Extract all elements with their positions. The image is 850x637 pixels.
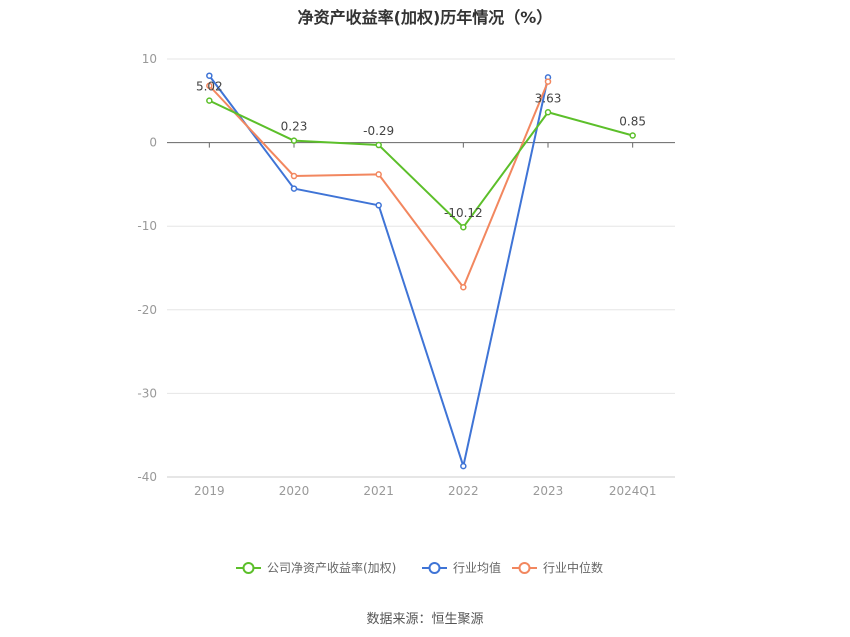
data-point[interactable]: [460, 283, 467, 291]
data-label: -0.29: [363, 124, 394, 138]
x-tick-label: 2023: [533, 484, 564, 498]
x-tick-label: 2020: [279, 484, 310, 498]
legend-marker-icon: [242, 562, 255, 574]
legend-marker-icon: [518, 562, 531, 574]
legend-label: 公司净资产收益率(加权): [267, 560, 396, 575]
series-line-2: [208, 81, 549, 289]
y-tick-label: -30: [137, 386, 157, 400]
data-point[interactable]: [629, 132, 636, 139]
data-label: -10.12: [444, 206, 483, 220]
data-point[interactable]: [544, 109, 552, 116]
legend-label: 行业均值: [453, 560, 501, 575]
x-tick-label: 2022: [448, 484, 479, 498]
y-tick-label: 10: [142, 52, 157, 66]
data-point[interactable]: [375, 141, 382, 149]
legend-label: 行业中位数: [543, 560, 603, 575]
y-tick-label: -10: [137, 219, 157, 233]
y-tick-label: -40: [137, 470, 157, 484]
data-label: 5.02: [196, 80, 223, 94]
legend-marker-icon: [428, 562, 441, 574]
data-label: 0.85: [619, 114, 646, 128]
y-tick-label: -20: [137, 303, 157, 317]
data-point[interactable]: [206, 97, 213, 104]
data-point[interactable]: [290, 185, 298, 192]
data-point[interactable]: [290, 137, 298, 144]
data-point[interactable]: [544, 78, 552, 85]
series-line-0: [208, 99, 633, 229]
data-label: 3.63: [535, 91, 562, 105]
data-point[interactable]: [206, 72, 213, 79]
x-tick-label: 2019: [194, 484, 225, 498]
data-point[interactable]: [375, 202, 382, 209]
grid-lines: [167, 58, 675, 478]
data-point[interactable]: [290, 172, 298, 180]
legend-item-0[interactable]: 公司净资产收益率(加权): [236, 560, 396, 575]
series-lines: [206, 72, 636, 470]
x-tick-label: 2021: [363, 484, 394, 498]
data-source-note: 数据来源：恒生聚源: [366, 612, 484, 627]
data-labels: 5.02 0.23 -0.29 -10.12 3.63 0.85: [196, 80, 646, 221]
legend-item-1[interactable]: 行业均值: [422, 560, 501, 575]
axes: 10 0 -10 -20 -30 -40 2019 2020 2021 2022 2023 2024Q…: [137, 52, 675, 498]
legend-item-2[interactable]: 行业中位数: [512, 560, 603, 575]
data-point[interactable]: [460, 223, 467, 231]
y-tick-label: 0: [149, 136, 157, 150]
data-point[interactable]: [375, 171, 382, 178]
legend[interactable]: 公司净资产收益率(加权) 行业均值 行业中位数: [236, 560, 603, 575]
x-tick-label: 2024Q1: [609, 484, 657, 498]
data-point[interactable]: [460, 462, 467, 470]
data-label: 0.23: [281, 120, 308, 134]
data-point[interactable]: [206, 82, 213, 90]
chart-title: 净资产收益率(加权)历年情况（%）: [297, 8, 553, 27]
